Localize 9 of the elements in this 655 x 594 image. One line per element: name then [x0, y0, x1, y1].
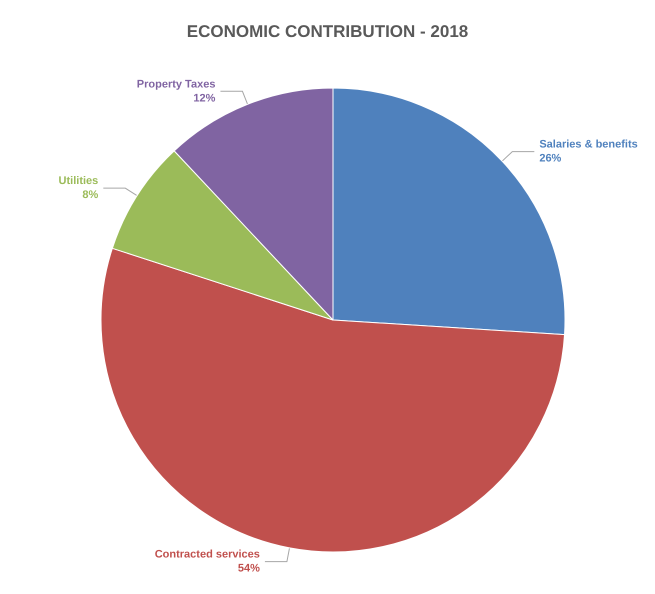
data-label: 12% — [193, 92, 216, 104]
slice-label: Salaries & benefits — [539, 138, 638, 151]
slice-label: Property Taxes — [136, 78, 216, 90]
chart-title: ECONOMIC CONTRIBUTION - 2018 — [186, 22, 468, 41]
slice-label: Contracted services — [154, 548, 260, 561]
data-label: 8% — [82, 189, 99, 202]
data-label: 26% — [539, 152, 562, 165]
slice-label: Utilities — [58, 175, 98, 188]
data-label: 54% — [238, 562, 260, 575]
